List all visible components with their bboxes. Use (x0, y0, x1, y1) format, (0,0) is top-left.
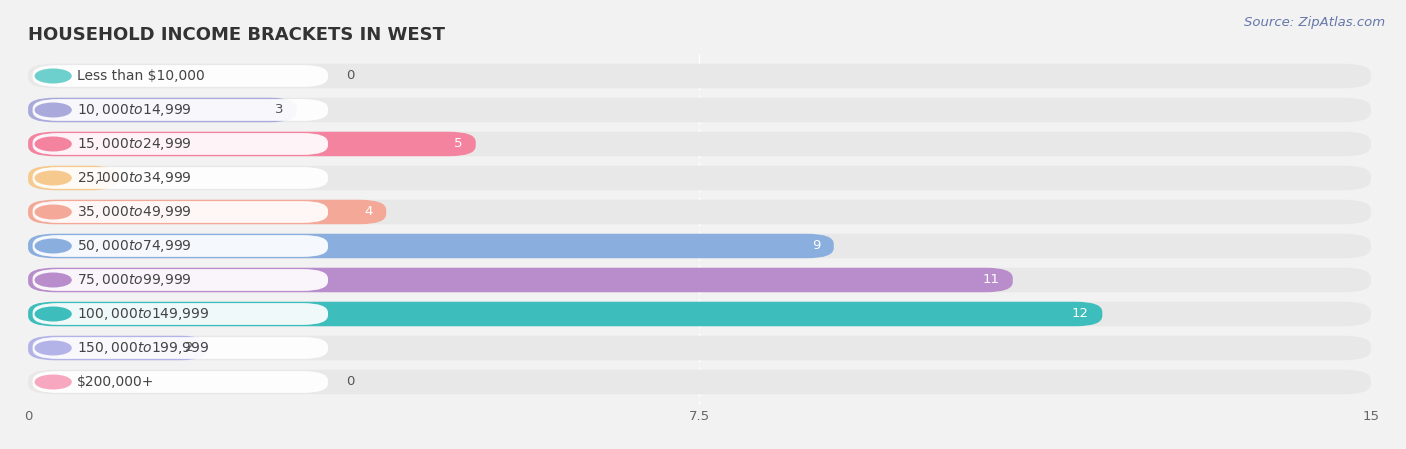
FancyBboxPatch shape (28, 166, 1371, 190)
FancyBboxPatch shape (28, 268, 1371, 292)
FancyBboxPatch shape (32, 371, 328, 393)
FancyBboxPatch shape (28, 166, 118, 190)
Text: $15,000 to $24,999: $15,000 to $24,999 (77, 136, 193, 152)
Circle shape (35, 375, 72, 389)
FancyBboxPatch shape (28, 336, 1371, 360)
FancyBboxPatch shape (32, 337, 328, 359)
FancyBboxPatch shape (32, 167, 328, 189)
Circle shape (35, 137, 72, 151)
FancyBboxPatch shape (28, 98, 297, 122)
Text: $100,000 to $149,999: $100,000 to $149,999 (77, 306, 209, 322)
Circle shape (35, 171, 72, 185)
Text: HOUSEHOLD INCOME BRACKETS IN WEST: HOUSEHOLD INCOME BRACKETS IN WEST (28, 26, 446, 44)
Circle shape (35, 239, 72, 253)
FancyBboxPatch shape (28, 200, 387, 224)
FancyBboxPatch shape (28, 370, 1371, 394)
Text: $10,000 to $14,999: $10,000 to $14,999 (77, 102, 193, 118)
FancyBboxPatch shape (28, 132, 475, 156)
FancyBboxPatch shape (28, 268, 1012, 292)
Text: Source: ZipAtlas.com: Source: ZipAtlas.com (1244, 16, 1385, 29)
FancyBboxPatch shape (28, 64, 1371, 88)
FancyBboxPatch shape (28, 132, 1371, 156)
Text: 0: 0 (346, 70, 354, 83)
Text: 11: 11 (983, 273, 1000, 286)
FancyBboxPatch shape (28, 98, 1371, 122)
FancyBboxPatch shape (28, 234, 834, 258)
FancyBboxPatch shape (32, 99, 328, 121)
FancyBboxPatch shape (32, 269, 328, 291)
Text: 3: 3 (274, 103, 283, 116)
FancyBboxPatch shape (32, 235, 328, 257)
FancyBboxPatch shape (32, 303, 328, 325)
Circle shape (35, 307, 72, 321)
Circle shape (35, 341, 72, 355)
Text: 5: 5 (454, 137, 463, 150)
Text: 4: 4 (364, 206, 373, 219)
Text: 0: 0 (346, 375, 354, 388)
Text: $150,000 to $199,999: $150,000 to $199,999 (77, 340, 209, 356)
Text: $25,000 to $34,999: $25,000 to $34,999 (77, 170, 193, 186)
FancyBboxPatch shape (28, 200, 1371, 224)
FancyBboxPatch shape (28, 336, 207, 360)
Text: 12: 12 (1071, 308, 1088, 321)
FancyBboxPatch shape (28, 234, 1371, 258)
Text: 2: 2 (186, 342, 194, 355)
Text: 1: 1 (96, 172, 104, 185)
Circle shape (35, 205, 72, 219)
Text: Less than $10,000: Less than $10,000 (77, 69, 205, 83)
FancyBboxPatch shape (28, 302, 1371, 326)
Circle shape (35, 69, 72, 83)
FancyBboxPatch shape (32, 65, 328, 87)
Text: $200,000+: $200,000+ (77, 375, 155, 389)
Circle shape (35, 273, 72, 287)
FancyBboxPatch shape (32, 201, 328, 223)
FancyBboxPatch shape (32, 133, 328, 155)
Text: $50,000 to $74,999: $50,000 to $74,999 (77, 238, 193, 254)
FancyBboxPatch shape (28, 302, 1102, 326)
Text: $75,000 to $99,999: $75,000 to $99,999 (77, 272, 193, 288)
Circle shape (35, 103, 72, 117)
Text: $35,000 to $49,999: $35,000 to $49,999 (77, 204, 193, 220)
Text: 9: 9 (811, 239, 820, 252)
